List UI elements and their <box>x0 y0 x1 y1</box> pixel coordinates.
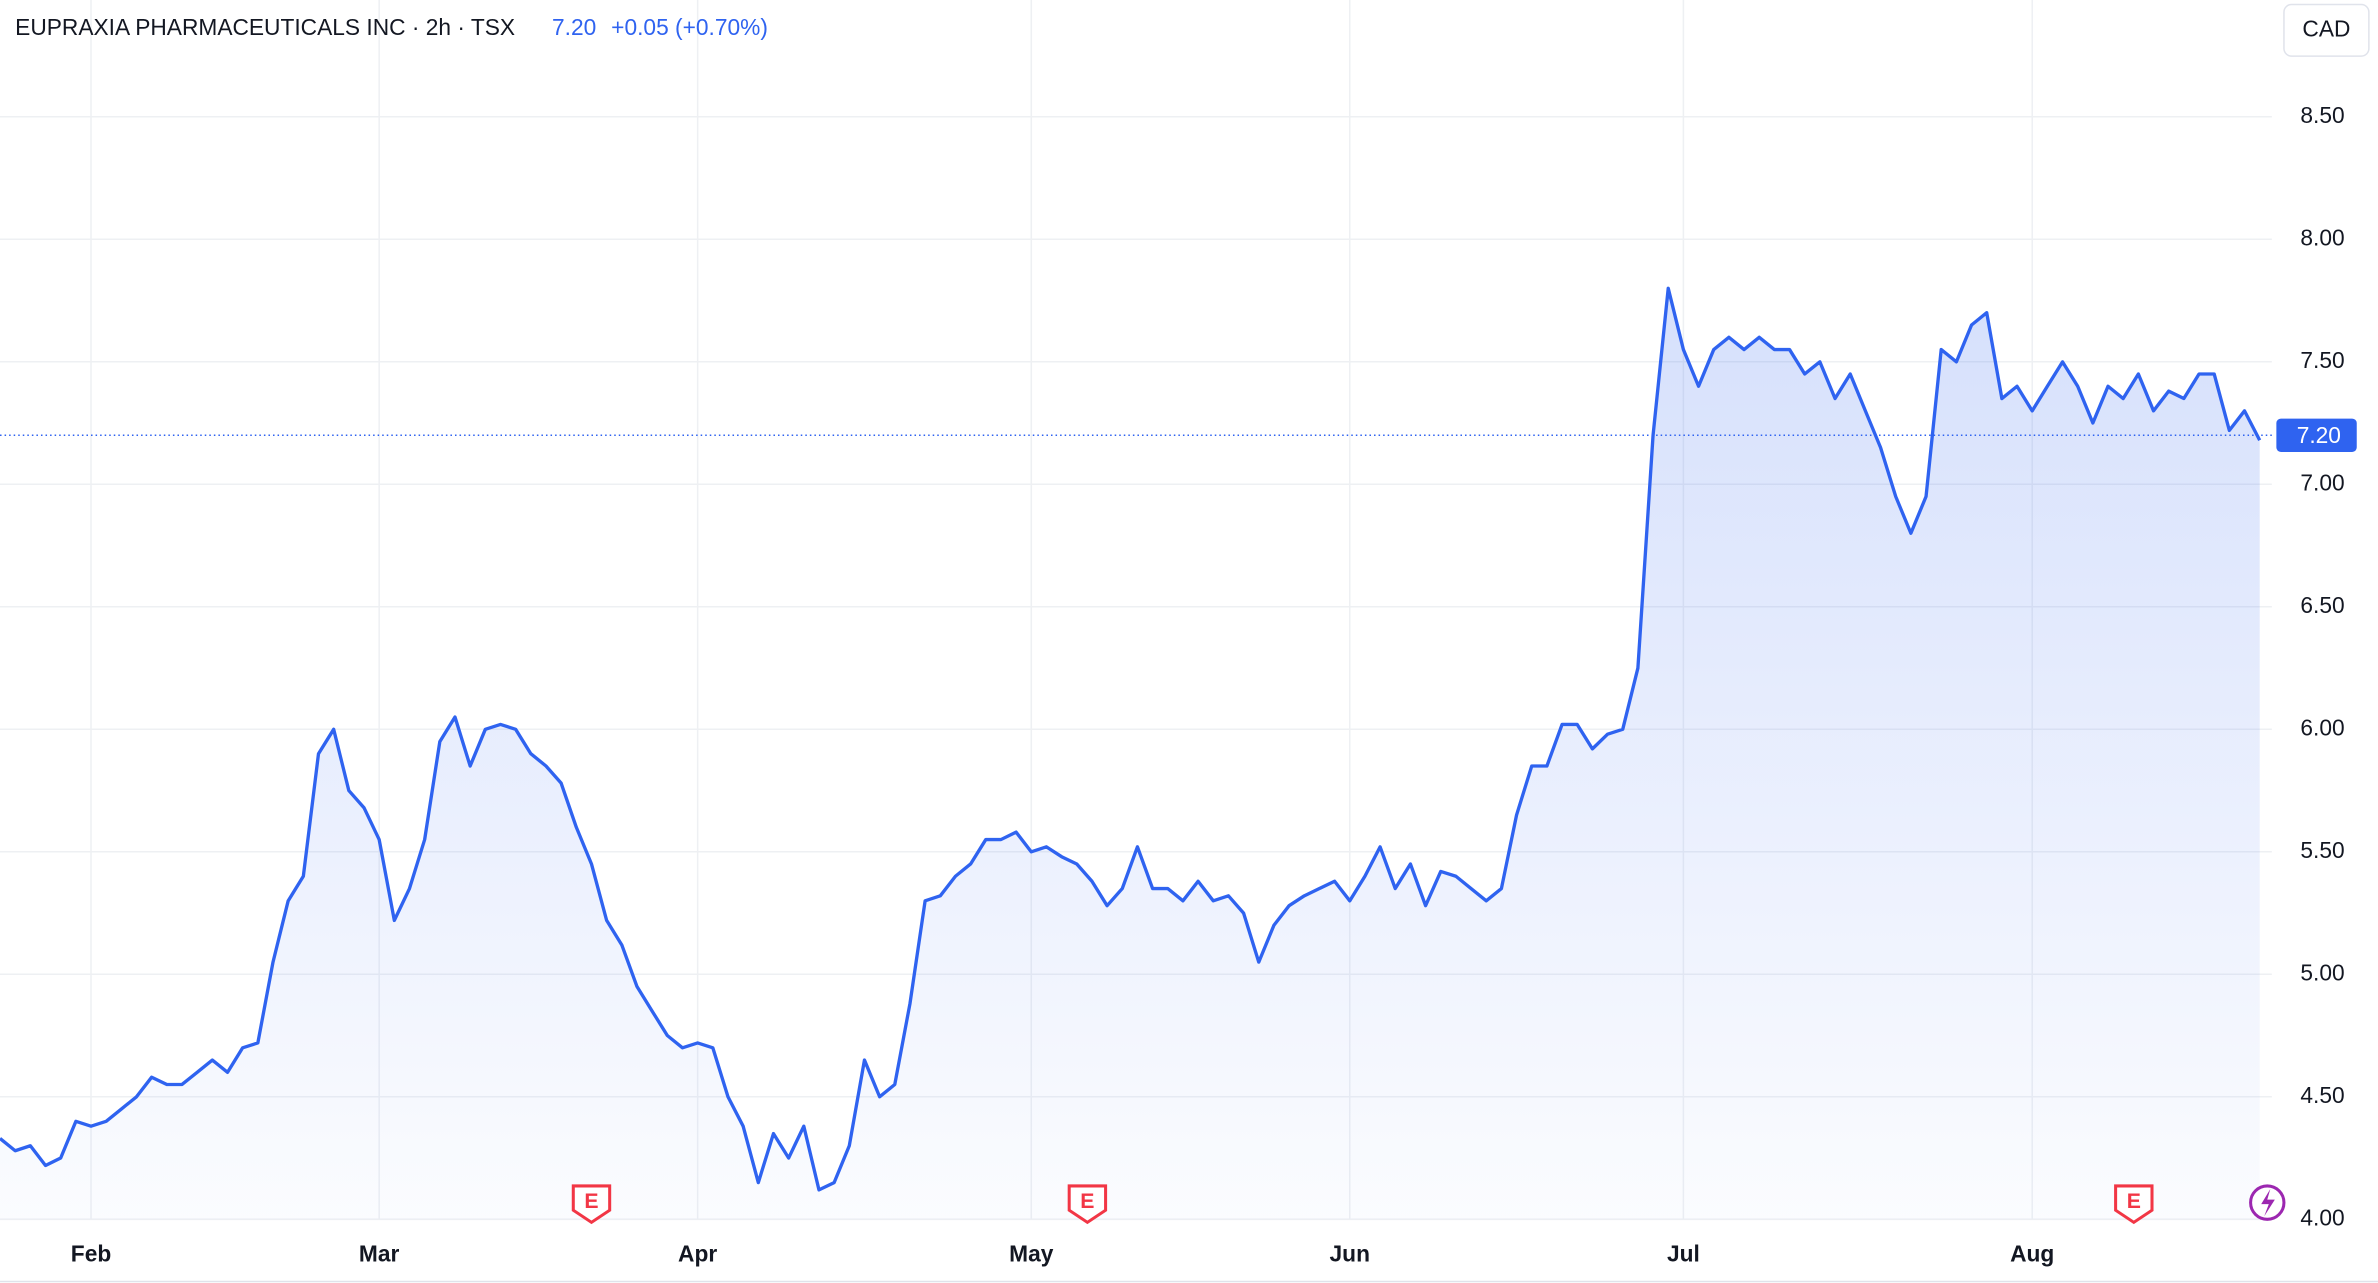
plot <box>0 286 2272 1220</box>
y-tick-label: 4.00 <box>2300 1204 2344 1230</box>
y-tick-label: 7.50 <box>2300 347 2344 373</box>
chart-title: EUPRAXIA PHARMACEUTICALS INC · 2h · TSX <box>15 14 515 40</box>
earnings-badge <box>2114 1184 2154 1225</box>
y-tick-label: 7.00 <box>2300 469 2344 495</box>
header-price: 7.20 <box>552 14 596 40</box>
price-line <box>0 286 2262 1192</box>
x-tick-label: May <box>1009 1241 1054 1267</box>
earnings-label: E <box>584 1190 598 1213</box>
x-tick-label: Jul <box>1667 1241 1700 1267</box>
currency-button[interactable] <box>2283 3 2370 57</box>
x-tick-label: Feb <box>71 1241 111 1267</box>
header-change: +0.05 (+0.70%) <box>611 14 768 40</box>
earnings-badge <box>571 1184 612 1225</box>
earnings-badge <box>1067 1184 1108 1225</box>
event-icon <box>2249 1184 2286 1221</box>
earnings-label: E <box>2127 1190 2141 1213</box>
x-tick-label: Mar <box>359 1241 400 1267</box>
currency-label[interactable]: CAD <box>2302 15 2350 41</box>
earnings-label: E <box>1080 1190 1094 1213</box>
x-tick-label: Apr <box>678 1241 717 1267</box>
y-tick-label: 5.00 <box>2300 959 2344 985</box>
x-tick-label: Jun <box>1330 1241 1370 1267</box>
y-tick-label: 8.00 <box>2300 224 2344 250</box>
last-price-badge <box>2276 418 2357 452</box>
area-fill <box>0 288 2260 1220</box>
y-tick-label: 5.50 <box>2300 837 2344 863</box>
y-tick-label: 8.50 <box>2300 102 2344 128</box>
y-tick-label: 6.50 <box>2300 592 2344 618</box>
last-price-label: 7.20 <box>2297 422 2341 448</box>
y-tick-label: 6.00 <box>2300 714 2344 740</box>
x-tick-label: Aug <box>2010 1241 2054 1267</box>
y-tick-label: 4.50 <box>2300 1082 2344 1108</box>
